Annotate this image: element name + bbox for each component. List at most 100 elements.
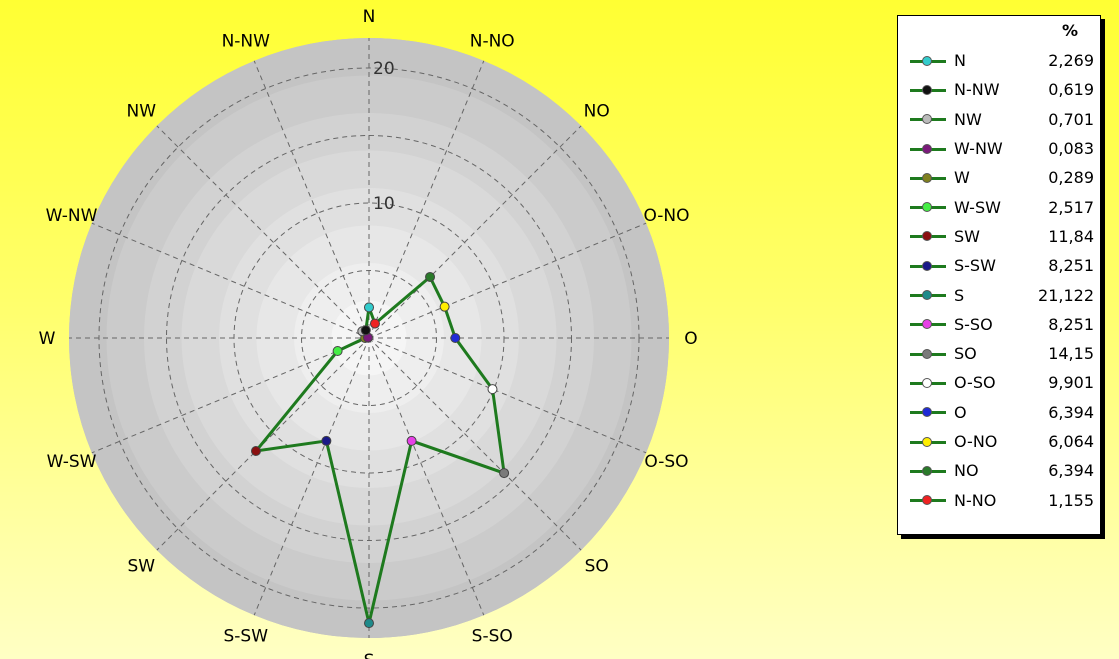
legend-marker-icon (910, 82, 950, 98)
grid-spoke (156, 337, 370, 551)
grid-spoke (91, 337, 370, 454)
legend-value: 0,083 (1048, 139, 1094, 159)
radial-grid (69, 38, 669, 638)
legend-label: W-SW (954, 197, 1001, 217)
data-point (499, 468, 510, 479)
grid-spoke (368, 60, 485, 339)
grid-spoke (253, 60, 370, 339)
legend-label: N-NO (954, 490, 997, 510)
grid-spoke (91, 222, 370, 339)
legend-marker-icon (910, 258, 950, 274)
grid-ring (98, 67, 640, 609)
legend-entry: O-NO 6,064 (898, 427, 1100, 456)
legend-value: 2,517 (1048, 197, 1094, 217)
direction-label: NO (584, 101, 610, 121)
data-point (250, 446, 261, 457)
grid-ring (301, 270, 437, 406)
legend-value: 6,064 (1048, 432, 1094, 451)
grid-ring (233, 202, 505, 474)
data-point (406, 435, 417, 446)
grid-spoke (368, 337, 647, 454)
data-point (364, 618, 374, 629)
legend-marker-icon (910, 199, 950, 215)
direction-label: O-NO (643, 206, 689, 226)
legend-value: 8,251 (1048, 256, 1094, 276)
legend-entry: NO 6,394 (898, 456, 1100, 485)
legend-entry: W 0,289 (898, 163, 1100, 192)
direction-label: S (364, 651, 375, 659)
legend-label: NW (954, 109, 982, 129)
data-point (332, 346, 343, 357)
direction-label: N-NW (222, 32, 271, 52)
legend-value: 6,394 (1048, 402, 1094, 422)
series-markers (250, 271, 510, 629)
legend-entry: S-SW 8,251 (898, 251, 1100, 280)
legend-entry: N-NO 1,155 (898, 485, 1100, 514)
legend-value: 14,15 (1048, 344, 1094, 364)
legend-value: 0,289 (1048, 168, 1094, 188)
legend-value: 9,901 (1048, 373, 1094, 393)
legend-entry: O 6,394 (898, 398, 1100, 427)
grid-spoke (368, 222, 647, 339)
data-point (439, 301, 450, 312)
wind-rose-chart: 10 20 N N-NO NO O-NO O O-SO SO S-SO S S-SW SW W-SW W W… (39, 7, 698, 659)
legend-label: S (954, 285, 965, 305)
radial-tick-label: 10 (373, 194, 395, 214)
grid-spoke (156, 125, 370, 339)
legend-value: 6,394 (1048, 461, 1094, 481)
grid-ring (166, 135, 572, 541)
direction-label: W (39, 329, 56, 349)
grid-spoke (368, 125, 582, 339)
legend-marker-icon (910, 287, 950, 303)
direction-label: W-NW (46, 206, 98, 226)
radial-tick-labels: 10 20 (373, 59, 395, 214)
grid-spoke (368, 337, 582, 551)
legend-marker-icon (910, 53, 950, 69)
direction-label: W-SW (47, 452, 97, 472)
legend-label: SO (954, 344, 977, 364)
legend-value: 2,269 (1048, 51, 1094, 71)
legend-entry: SO 14,15 (898, 339, 1100, 368)
legend: % N 2,269 N-NW 0,619 NW 0,701 W-NW 0,083 W 0,289 W… (897, 15, 1101, 535)
legend-label: O-NO (954, 432, 998, 451)
direction-label: N (363, 7, 376, 27)
direction-label: N-NO (470, 32, 515, 52)
legend-marker-icon (910, 141, 950, 157)
legend-label: S-SO (954, 314, 993, 334)
legend-entry: S-SO 8,251 (898, 310, 1100, 339)
legend-entry: N-NW 0,619 (898, 75, 1100, 104)
data-point (425, 271, 436, 282)
grid-spoke (253, 337, 370, 616)
legend-marker-icon (910, 346, 950, 362)
legend-label: NO (954, 461, 979, 481)
legend-marker-icon (910, 316, 950, 332)
legend-entry: SW 11,84 (898, 222, 1100, 251)
legend-label: O-SO (954, 373, 996, 393)
direction-label: SO (585, 557, 609, 577)
legend-marker-icon (910, 375, 950, 391)
legend-value: 21,122 (1038, 285, 1094, 305)
legend-marker-icon (910, 434, 950, 450)
legend-marker-icon (910, 463, 950, 479)
legend-marker-icon (910, 492, 950, 508)
legend-label: SW (954, 226, 980, 246)
legend-entry: S 21,122 (898, 280, 1100, 309)
legend-marker-icon (910, 111, 950, 127)
legend-value: 8,251 (1048, 314, 1094, 334)
legend-entry: W-SW 2,517 (898, 192, 1100, 221)
direction-label: SW (128, 557, 156, 577)
direction-label: O-SO (644, 452, 688, 472)
radial-tick-label: 20 (373, 59, 395, 79)
legend-marker-icon (910, 170, 950, 186)
legend-label: N (954, 51, 966, 71)
direction-label: S-SO (472, 626, 513, 646)
legend-header: % (1061, 21, 1078, 40)
legend-entry: N 2,269 (898, 46, 1100, 75)
direction-label: S-SW (224, 626, 269, 646)
legend-marker-icon (910, 404, 950, 420)
direction-label: NW (127, 101, 157, 121)
legend-label: O (954, 402, 967, 422)
data-point (450, 333, 461, 343)
data-point (364, 302, 374, 313)
legend-entry: NW 0,701 (898, 105, 1100, 134)
